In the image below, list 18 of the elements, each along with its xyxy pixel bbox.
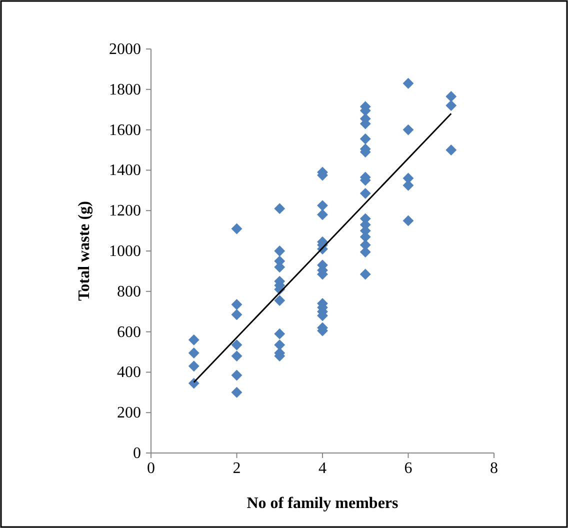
y-tick-label: 1200 bbox=[109, 202, 141, 220]
y-tick-label: 1400 bbox=[109, 162, 141, 180]
y-tick-label: 800 bbox=[117, 283, 141, 300]
y-tick-label: 400 bbox=[117, 364, 141, 382]
x-tick-label: 4 bbox=[318, 460, 326, 477]
x-tick-label: 8 bbox=[490, 460, 498, 477]
y-tick-label: 0 bbox=[133, 445, 141, 462]
y-tick-label: 1600 bbox=[109, 122, 141, 139]
x-tick-label: 2 bbox=[232, 460, 241, 477]
y-tick-label: 2000 bbox=[109, 41, 141, 58]
y-tick-label: 1000 bbox=[109, 243, 141, 260]
y-tick-label: 1800 bbox=[109, 81, 141, 98]
x-axis-title: No of family members bbox=[246, 495, 398, 512]
y-tick-label: 200 bbox=[117, 404, 141, 422]
y-axis-title: Total waste (g) bbox=[76, 201, 93, 301]
x-tick-label: 0 bbox=[147, 460, 155, 477]
x-tick-label: 6 bbox=[404, 460, 412, 477]
y-tick-label: 600 bbox=[117, 324, 141, 341]
